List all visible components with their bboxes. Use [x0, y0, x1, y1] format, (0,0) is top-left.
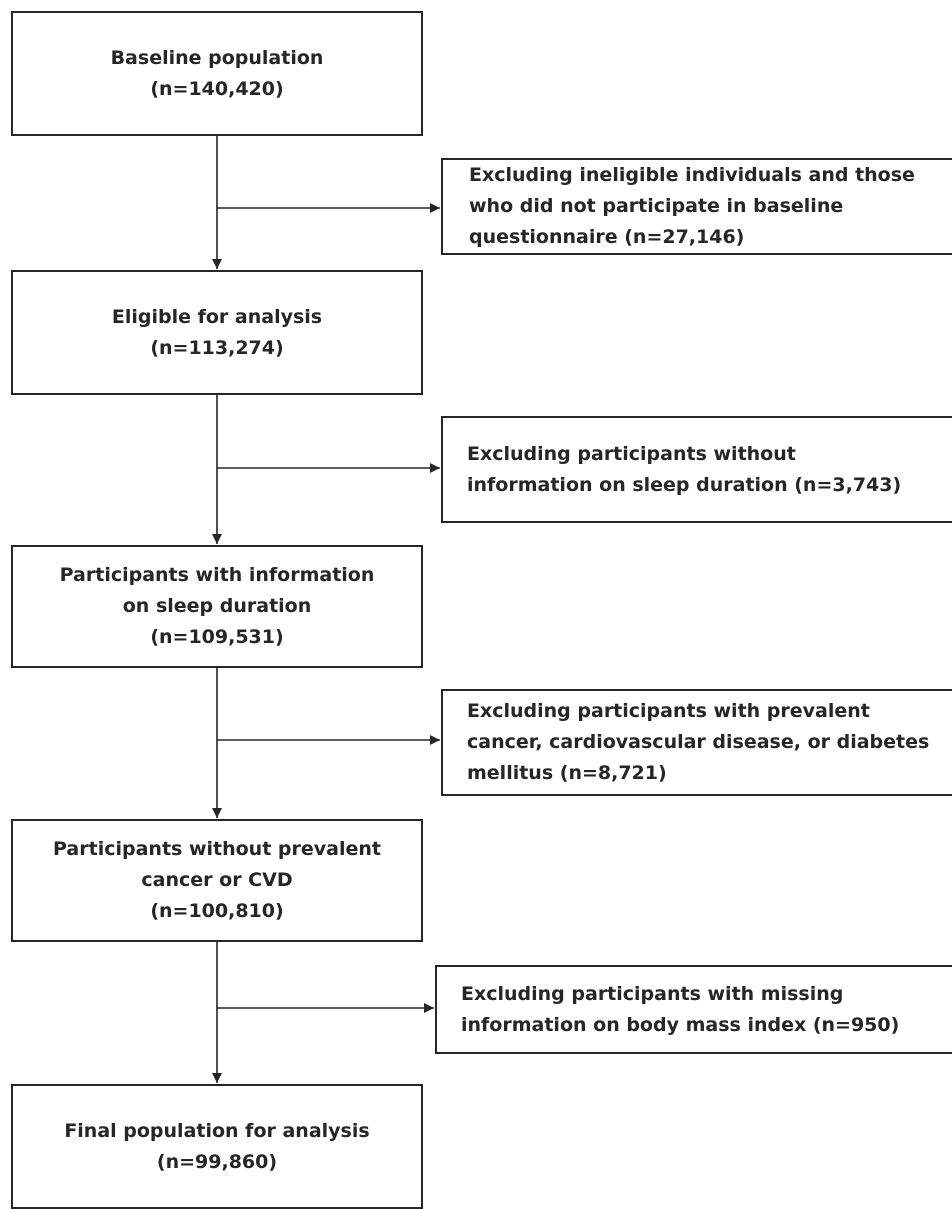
- box-count: (n=100,810): [150, 900, 284, 922]
- exclusion-missing-bmi-box: Excluding participants with missing info…: [435, 965, 952, 1054]
- without-prevalent-disease-box: Participants without prevalent cancer or…: [11, 819, 423, 942]
- eligible-for-analysis-box: Eligible for analysis (n=113,274): [11, 270, 423, 395]
- box-text-line: cancer or CVD: [141, 869, 293, 891]
- box-text-line: Excluding participants with prevalent: [467, 700, 870, 722]
- box-count: (n=113,274): [150, 336, 284, 359]
- box-text-line: questionnaire (n=27,146): [469, 226, 745, 248]
- box-text-line: Baseline population: [110, 46, 324, 69]
- box-text-line: Eligible for analysis: [111, 305, 323, 328]
- box-count: (n=99,860): [156, 1150, 278, 1173]
- box-text-line: information on sleep duration (n=3,743): [467, 473, 902, 496]
- box-text-line: Final population for analysis: [64, 1119, 370, 1142]
- exclusion-ineligible-box: Excluding ineligible individuals and tho…: [441, 158, 952, 255]
- box-text-line: who did not participate in baseline: [469, 195, 844, 217]
- box-text-line: on sleep duration: [122, 595, 312, 617]
- box-count: (n=109,531): [150, 626, 284, 648]
- box-text-line: Participants with information: [59, 564, 375, 586]
- box-text-line: Participants without prevalent: [53, 838, 381, 860]
- baseline-population-box: Baseline population (n=140,420): [11, 11, 423, 136]
- final-population-box: Final population for analysis (n=99,860): [11, 1084, 423, 1209]
- box-text-line: mellitus (n=8,721): [467, 762, 667, 784]
- box-text-line: Excluding ineligible individuals and tho…: [469, 164, 915, 186]
- box-text-line: Excluding participants without: [467, 442, 796, 465]
- box-count: (n=140,420): [150, 77, 284, 100]
- box-text-line: information on body mass index (n=950): [461, 1013, 900, 1036]
- exclusion-no-sleep-box: Excluding participants without informati…: [441, 416, 952, 523]
- sleep-information-box: Participants with information on sleep d…: [11, 545, 423, 668]
- box-text-line: Excluding participants with missing: [461, 982, 844, 1005]
- box-text-line: cancer, cardiovascular disease, or diabe…: [467, 731, 930, 753]
- exclusion-prevalent-disease-box: Excluding participants with prevalent ca…: [441, 689, 952, 796]
